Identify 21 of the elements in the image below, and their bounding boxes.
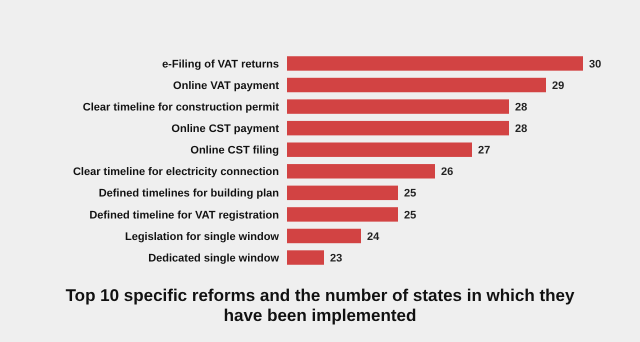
y-tick-label: Clear timeline for electricity connection [72, 166, 280, 178]
data-label: 27 [478, 144, 490, 157]
y-tick-label: Defined timeline for VAT registration [89, 209, 280, 222]
data-label: 29 [552, 80, 564, 92]
y-tick-label: Legislation for single window [124, 230, 280, 243]
data-label: 28 [515, 101, 528, 114]
y-tick-label: Online CST payment [171, 123, 280, 136]
data-label: 23 [330, 252, 342, 264]
text: Top 10 specific reforms and the number of states in which they have been implemented [66, 286, 575, 325]
data-label: 24 [367, 230, 380, 243]
y-tick-label: Clear timeline for construction permit [82, 101, 280, 114]
y-tick-label: Online CST filing [190, 144, 279, 157]
data-label: 25 [404, 209, 416, 222]
y-tick-label: Online VAT payment [173, 80, 280, 92]
data-label: 26 [441, 166, 454, 178]
data-label: 28 [515, 123, 528, 136]
y-tick-label: e-Filing of VAT returns [162, 58, 279, 70]
y-tick-label: Defined timelines for building plan [98, 188, 280, 200]
data-label: 25 [404, 188, 416, 200]
y-tick-label: Dedicated single window [148, 252, 280, 264]
data-label: 30 [589, 58, 602, 70]
